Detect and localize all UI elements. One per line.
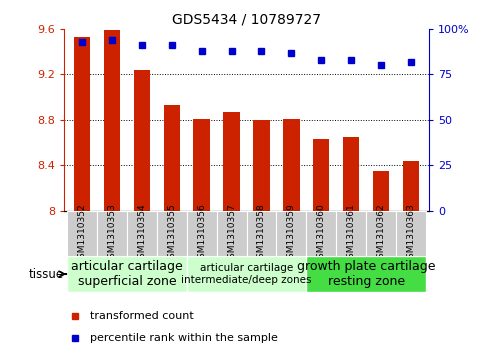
Text: growth plate cartilage
resting zone: growth plate cartilage resting zone <box>297 260 435 288</box>
Bar <box>164 105 180 211</box>
Text: percentile rank within the sample: percentile rank within the sample <box>90 333 278 343</box>
FancyBboxPatch shape <box>157 211 187 256</box>
Text: transformed count: transformed count <box>90 311 193 321</box>
FancyBboxPatch shape <box>97 211 127 256</box>
Bar <box>134 70 150 211</box>
Bar <box>313 139 329 211</box>
Text: GSM1310360: GSM1310360 <box>317 203 326 264</box>
FancyBboxPatch shape <box>67 256 187 292</box>
Text: GSM1310357: GSM1310357 <box>227 203 236 264</box>
Bar <box>343 137 359 211</box>
FancyBboxPatch shape <box>67 211 97 256</box>
Bar <box>193 119 210 211</box>
Bar <box>223 112 240 211</box>
Bar <box>373 171 389 211</box>
Text: GSM1310363: GSM1310363 <box>406 203 416 264</box>
Text: GSM1310358: GSM1310358 <box>257 203 266 264</box>
FancyBboxPatch shape <box>396 211 426 256</box>
FancyBboxPatch shape <box>306 256 426 292</box>
Text: GSM1310354: GSM1310354 <box>138 203 146 264</box>
Text: articular cartilage
intermediate/deep zones: articular cartilage intermediate/deep zo… <box>181 263 312 285</box>
Bar <box>403 160 419 211</box>
FancyBboxPatch shape <box>366 211 396 256</box>
Title: GDS5434 / 10789727: GDS5434 / 10789727 <box>172 12 321 26</box>
Text: GSM1310361: GSM1310361 <box>347 203 355 264</box>
Text: GSM1310355: GSM1310355 <box>167 203 176 264</box>
Text: tissue: tissue <box>29 268 64 281</box>
FancyBboxPatch shape <box>246 211 277 256</box>
FancyBboxPatch shape <box>127 211 157 256</box>
FancyBboxPatch shape <box>336 211 366 256</box>
Text: GSM1310353: GSM1310353 <box>107 203 116 264</box>
Bar <box>104 30 120 211</box>
Text: GSM1310356: GSM1310356 <box>197 203 206 264</box>
FancyBboxPatch shape <box>187 211 216 256</box>
FancyBboxPatch shape <box>277 211 306 256</box>
Text: articular cartilage
superficial zone: articular cartilage superficial zone <box>71 260 183 288</box>
Text: GSM1310359: GSM1310359 <box>287 203 296 264</box>
FancyBboxPatch shape <box>216 211 246 256</box>
Text: GSM1310362: GSM1310362 <box>377 203 386 264</box>
Bar <box>253 120 270 211</box>
Bar <box>283 119 300 211</box>
FancyBboxPatch shape <box>306 211 336 256</box>
FancyBboxPatch shape <box>187 256 306 292</box>
Bar <box>74 37 90 211</box>
Text: GSM1310352: GSM1310352 <box>77 203 87 264</box>
